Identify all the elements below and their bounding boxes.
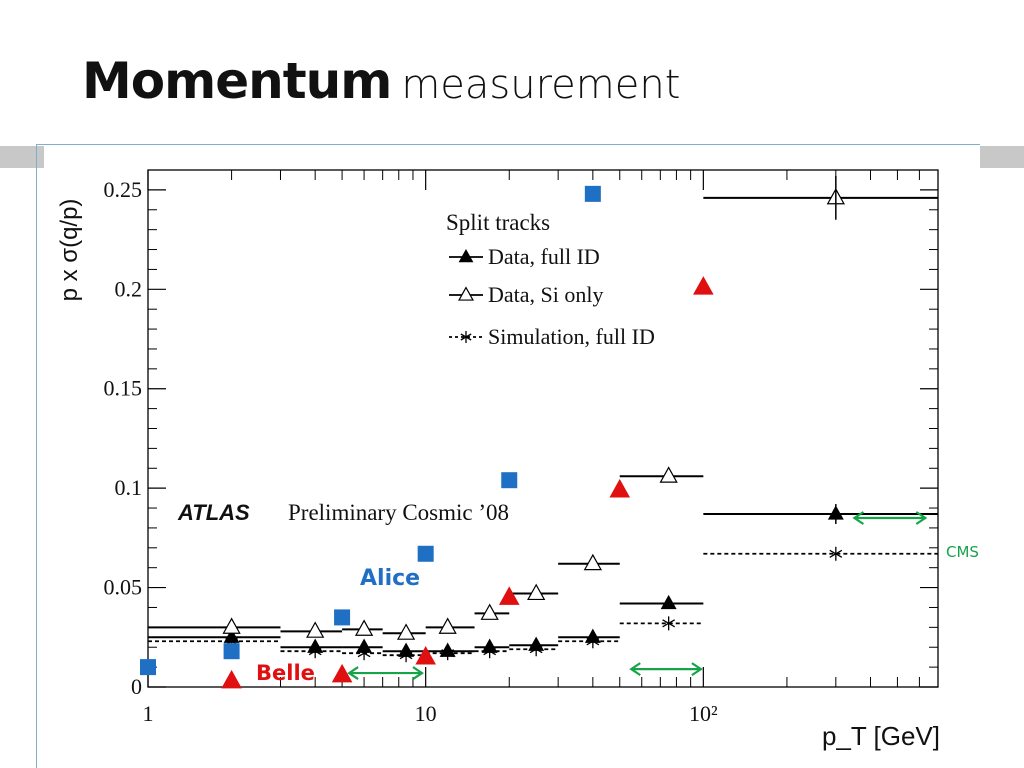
point-alice bbox=[223, 643, 240, 660]
cms-label: CMS bbox=[946, 543, 979, 561]
point-simulation bbox=[357, 646, 371, 661]
legend-title: Split tracks bbox=[446, 210, 550, 235]
point-simulation bbox=[829, 546, 843, 561]
legend-entry-simulation-marker bbox=[460, 331, 472, 343]
point-belle bbox=[498, 586, 520, 605]
star-stroke bbox=[829, 549, 843, 558]
alice-label: Alice bbox=[360, 566, 420, 591]
slide-title: Momentum measurement bbox=[82, 52, 680, 110]
point-simulation bbox=[441, 646, 455, 661]
point-alice bbox=[584, 185, 601, 202]
legend-entry-simulation-label: Simulation, full ID bbox=[488, 324, 655, 349]
point-data-si-only bbox=[583, 553, 602, 571]
point-belle bbox=[331, 663, 353, 683]
point-belle bbox=[693, 276, 714, 295]
star-stroke bbox=[357, 649, 371, 658]
arrow-head-right bbox=[412, 666, 424, 680]
point-belle bbox=[609, 478, 631, 498]
star-stroke bbox=[586, 637, 600, 646]
plot-axes: 0 0.05 0.1 0.15 0.2 0.25 1 10 10² bbox=[104, 169, 939, 726]
double-arrow bbox=[347, 666, 424, 680]
plot-marks bbox=[148, 175, 938, 663]
legend-entry-data-si-only-marker bbox=[458, 286, 474, 301]
point-data-si-only bbox=[396, 623, 416, 640]
point-alice bbox=[334, 609, 351, 626]
x-tick-label: 10 bbox=[415, 701, 437, 726]
x-axis-label: p_T [GeV] bbox=[822, 721, 940, 751]
point-data-si-only bbox=[306, 621, 325, 638]
point-alice bbox=[417, 545, 434, 562]
y-tick-label: 0.1 bbox=[115, 475, 143, 500]
point-data-si-only bbox=[659, 466, 678, 483]
arrow-head-left bbox=[852, 511, 865, 525]
y-tick-label: 0.2 bbox=[115, 276, 143, 301]
legend-entry-data-si-only-label: Data, Si only bbox=[488, 282, 604, 307]
experiment-label: ATLAS bbox=[177, 500, 250, 525]
point-data-si-only bbox=[438, 617, 457, 634]
double-arrow bbox=[629, 662, 703, 677]
point-data-si-only bbox=[222, 617, 241, 634]
star-stroke bbox=[399, 651, 413, 660]
decor-bar-left bbox=[0, 146, 44, 168]
star-stroke bbox=[460, 333, 472, 341]
x-tick-label: 10² bbox=[689, 701, 718, 726]
chart-frame bbox=[36, 144, 980, 768]
point-simulation bbox=[662, 616, 676, 631]
point-simulation bbox=[308, 644, 322, 659]
arrow-head-right bbox=[691, 662, 703, 677]
point-alice bbox=[501, 472, 518, 489]
star-stroke bbox=[662, 619, 676, 628]
belle-label: Belle bbox=[256, 661, 315, 685]
double-arrow bbox=[852, 511, 928, 525]
x-tick-label: 1 bbox=[143, 701, 154, 726]
point-belle bbox=[415, 646, 436, 665]
experiment-text: Preliminary Cosmic ’08 bbox=[288, 500, 509, 525]
star-stroke bbox=[529, 645, 543, 654]
y-tick-label: 0.15 bbox=[104, 376, 143, 401]
y-tick-label: 0 bbox=[131, 674, 142, 699]
star-stroke bbox=[441, 649, 455, 658]
point-alice bbox=[140, 659, 156, 676]
point-simulation bbox=[399, 648, 413, 663]
title-bold-word: Momentum bbox=[82, 52, 392, 110]
point-simulation bbox=[529, 642, 543, 657]
point-belle bbox=[221, 669, 242, 689]
point-data-full-id bbox=[660, 594, 677, 610]
star-stroke bbox=[308, 647, 322, 656]
star-stroke bbox=[483, 647, 497, 656]
arrow-head-right bbox=[915, 511, 928, 525]
point-data-si-only bbox=[527, 583, 546, 601]
arrow-head-left bbox=[347, 666, 359, 680]
point-simulation bbox=[586, 634, 600, 649]
decor-bar-right bbox=[980, 146, 1024, 168]
legend-entry-data-full-id-marker bbox=[458, 248, 474, 263]
point-data-si-only bbox=[354, 619, 374, 636]
legend-entry-data-full-id-label: Data, full ID bbox=[488, 244, 600, 269]
point-simulation bbox=[483, 644, 497, 659]
y-axis-label: p x σ(q/p) bbox=[56, 199, 83, 302]
y-tick-label: 0.05 bbox=[104, 575, 143, 600]
title-rest-word: measurement bbox=[401, 62, 681, 108]
y-tick-label: 0.25 bbox=[104, 177, 143, 202]
arrow-head-left bbox=[629, 662, 641, 677]
point-data-si-only bbox=[480, 603, 499, 620]
plot-overlay: Data, full ID Data, Si only Simulation, fu… bbox=[140, 185, 928, 689]
